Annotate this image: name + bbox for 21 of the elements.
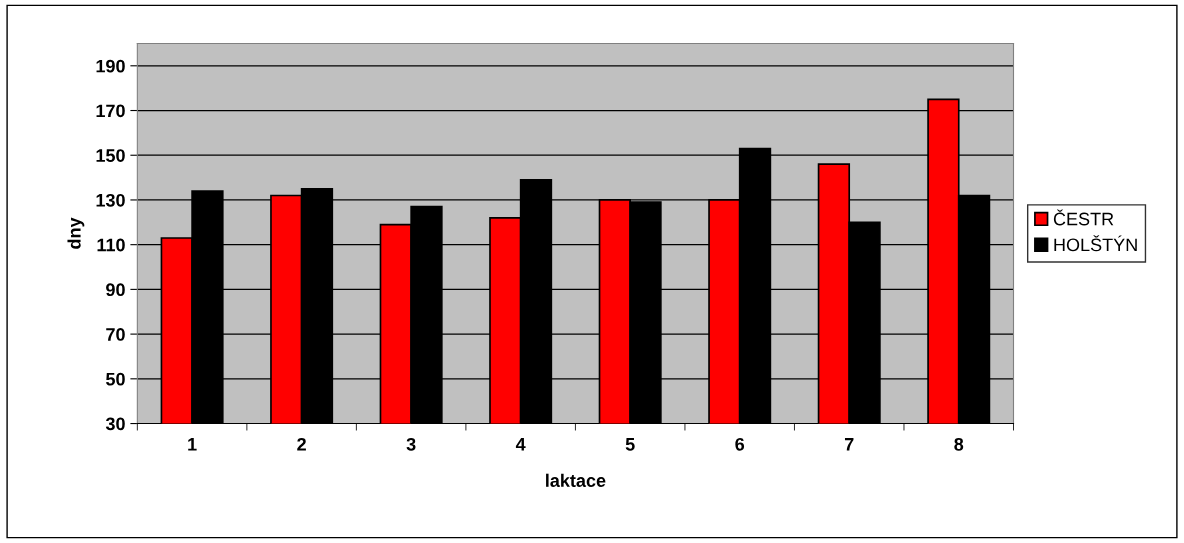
x-tick-label: 8 [954,437,964,451]
y-tick-label: 90 [106,283,125,297]
x-tick-label: 6 [735,437,745,451]
y-tick-label: 190 [96,59,125,73]
legend-label: HOLŠTÝN [1054,235,1137,252]
y-tick-label: 150 [96,149,125,162]
legend-label: ČESTR [1053,209,1114,226]
x-tick-label: 7 [844,438,854,451]
x-tick-label: 2 [297,437,306,451]
y-tick-label: 50 [106,372,125,386]
x-tick-label: 1 [188,438,197,451]
y-tick-label: 70 [106,328,125,341]
y-tick-label: 130 [96,193,125,207]
x-tick-label: 5 [625,438,635,451]
x-tick-label: 3 [406,437,416,451]
y-tick-label: 110 [97,238,125,252]
x-tick-label: 4 [515,438,526,451]
y-tick-label: 170 [96,104,125,118]
x-axis-title: laktace [546,473,606,487]
y-axis-title: dny [67,217,85,249]
y-tick-label: 30 [105,417,125,431]
